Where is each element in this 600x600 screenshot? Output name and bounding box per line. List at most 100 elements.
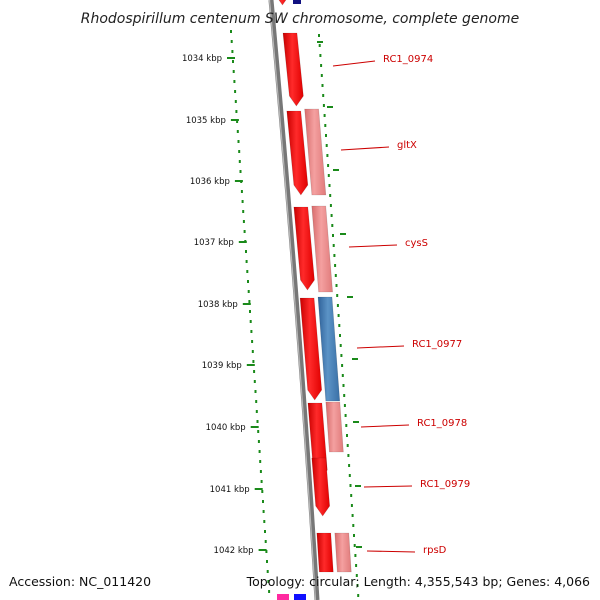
- ruler-dot: [232, 70, 235, 73]
- ruler-dot: [241, 200, 244, 203]
- outer-dot: [325, 134, 327, 137]
- outer-dot: [346, 444, 349, 447]
- ruler-dot: [230, 30, 232, 33]
- outer-dot: [329, 194, 332, 197]
- ruler-dot: [259, 460, 262, 463]
- label-leader-lines: RC1_0974 gltX cysS RC1_0977 RC1_0978 RC1_0979…: [332, 54, 470, 556]
- ruler-dot: [262, 500, 264, 503]
- ruler-dot: [267, 580, 270, 583]
- outer-dot: [344, 414, 347, 417]
- ruler-tick: [238, 241, 247, 243]
- outer-dot: [341, 364, 344, 367]
- outer-dot: [341, 374, 344, 377]
- ruler-dot: [240, 190, 243, 193]
- ruler-dot: [238, 150, 241, 153]
- outer-dot: [329, 204, 332, 207]
- cds-block: [304, 108, 327, 196]
- gene-label: RC1_0978: [417, 418, 467, 429]
- label-leader: [348, 244, 398, 248]
- ruler-tick-label: 1040 kbp: [206, 423, 246, 433]
- ruler-dot: [264, 540, 267, 543]
- outer-dot: [328, 184, 331, 187]
- ruler-dot: [232, 60, 234, 63]
- outer-dot: [336, 304, 339, 307]
- cds-block: [316, 532, 334, 573]
- gene-label: RC1_0979: [420, 479, 470, 490]
- outer-dot: [342, 384, 345, 387]
- ruler-dot: [252, 360, 255, 363]
- outer-dot: [327, 174, 330, 177]
- outer-dot: [325, 144, 328, 147]
- outer-dot: [357, 594, 360, 597]
- ruler-dot: [251, 350, 254, 353]
- outer-dot: [353, 544, 356, 547]
- accession-text: Accession: NC_011420: [9, 574, 152, 589]
- ruler-tick-label: 1035 kbp: [186, 116, 226, 126]
- ruler-dot: [237, 140, 240, 143]
- label-leader: [366, 550, 416, 553]
- outer-dot: [355, 574, 358, 577]
- ruler-dot: [245, 260, 248, 263]
- cds-block: [317, 296, 341, 402]
- outer-dot: [339, 344, 342, 347]
- outer-tick: [353, 421, 359, 423]
- ruler-dot: [246, 270, 249, 273]
- cds-partial: [294, 594, 306, 600]
- cds-block: [311, 205, 333, 293]
- ruler-dot: [262, 510, 265, 513]
- outer-dot: [326, 154, 329, 157]
- ruler-dot: [266, 560, 268, 563]
- outer-dot: [322, 104, 325, 107]
- gene-label: gltX: [397, 140, 417, 151]
- outer-dot: [337, 314, 340, 317]
- cds-arrow: [278, 0, 287, 6]
- ruler-tick: [258, 549, 267, 551]
- outer-dot: [345, 424, 348, 427]
- outer-dot: [343, 394, 346, 397]
- ruler-tick: [246, 364, 255, 366]
- gene-label: rpsD: [423, 545, 447, 556]
- kbp-ruler: 1034 kbp 1035 kbp 1036 kbp 1037 kbp 1038 kbp…: [182, 41, 362, 556]
- ruler-dot: [253, 380, 256, 383]
- outer-dot: [351, 514, 354, 517]
- ruler-dot: [231, 50, 234, 53]
- ruler-dot: [243, 230, 246, 233]
- ruler-dot: [255, 410, 258, 413]
- outer-dot: [356, 584, 359, 587]
- ruler-dot: [259, 470, 262, 473]
- ruler-tick: [227, 57, 235, 59]
- outer-dot: [349, 484, 352, 487]
- ruler-tick-label: 1037 kbp: [194, 238, 234, 248]
- ruler-dot: [261, 490, 264, 493]
- outer-dot: [350, 504, 353, 507]
- ruler-dot: [266, 570, 269, 573]
- outer-dot: [354, 554, 357, 557]
- cds-block: [325, 401, 344, 453]
- outer-dot: [318, 44, 321, 47]
- outer-dot: [353, 534, 355, 537]
- ruler-dot: [249, 310, 251, 313]
- outer-dot: [348, 474, 351, 477]
- outer-dot: [340, 354, 343, 357]
- cds-arrow: [282, 32, 304, 107]
- outer-dot: [346, 434, 348, 437]
- outer-dot: [330, 214, 333, 217]
- outer-dot: [332, 244, 335, 247]
- ruler-dot: [245, 250, 247, 253]
- ruler-dot: [239, 170, 242, 173]
- ruler-dot: [255, 400, 258, 403]
- outer-dot: [350, 494, 353, 497]
- outer-dot: [352, 524, 355, 527]
- outer-dot: [335, 284, 338, 287]
- label-leader: [332, 60, 376, 67]
- ruler-dot: [258, 450, 261, 453]
- outer-dot: [323, 114, 326, 117]
- ruler-tick-label: 1034 kbp: [182, 54, 222, 64]
- ruler-tick-label: 1038 kbp: [198, 300, 238, 310]
- ruler-dot: [251, 340, 254, 343]
- outer-dot: [332, 234, 334, 237]
- cds-partial: [293, 0, 301, 4]
- outer-dot: [327, 164, 330, 167]
- ruler-tick: [234, 180, 243, 182]
